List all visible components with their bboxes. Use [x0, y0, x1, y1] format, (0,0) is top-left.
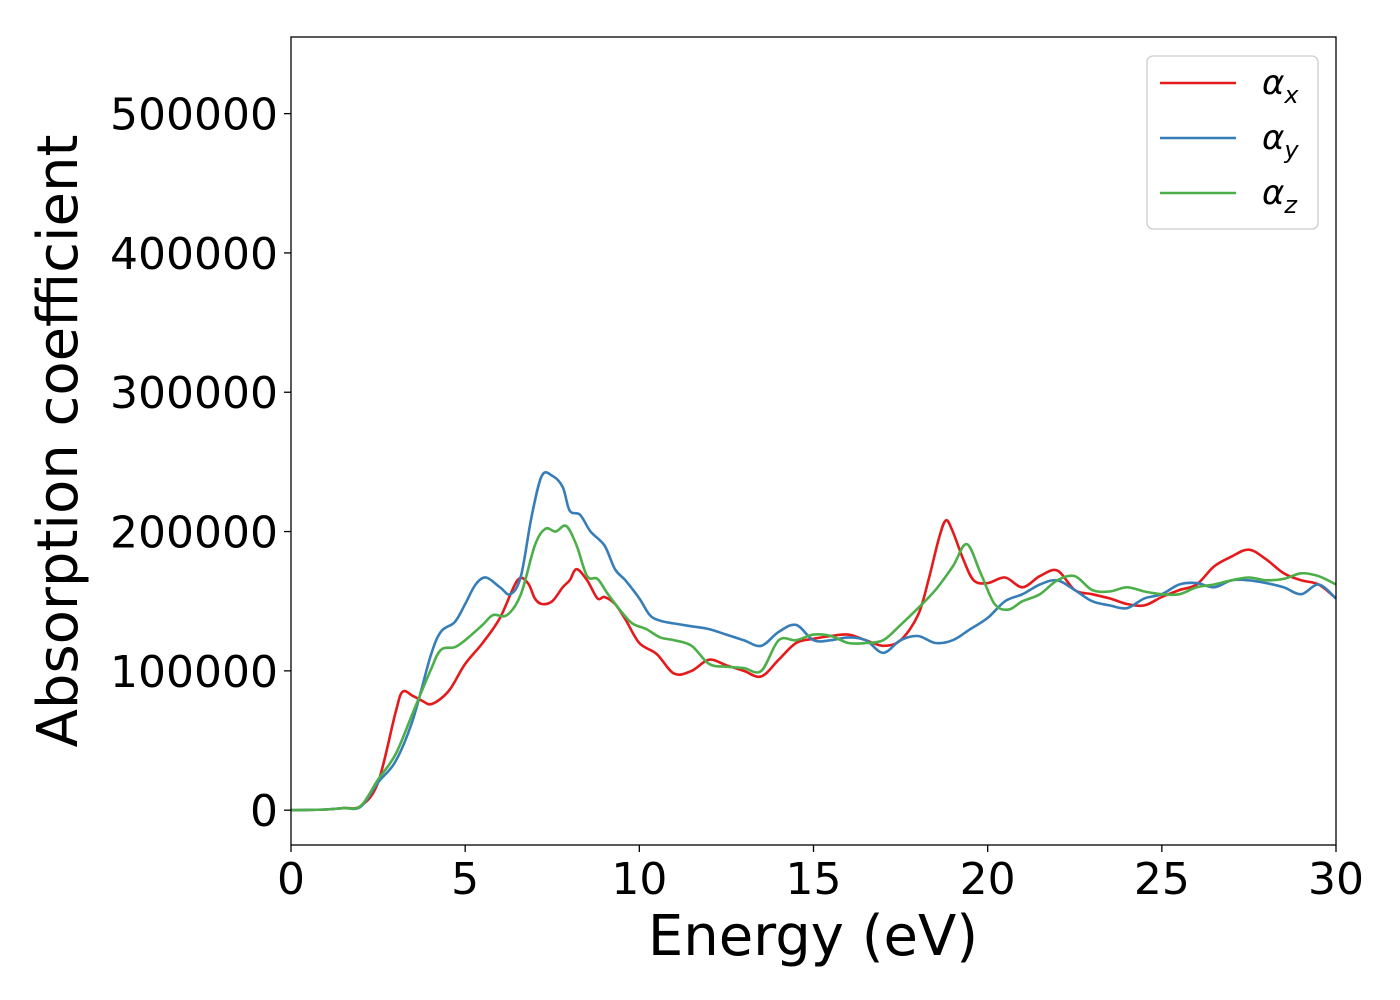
x-tick-label: 20	[960, 854, 1016, 905]
legend-box	[1146, 55, 1319, 230]
y-axis-ticks: 0 100000 200000 300000 400000 500000	[110, 90, 291, 837]
y-tick-label: 400000	[110, 229, 278, 280]
y-tick-label: 100000	[110, 647, 278, 698]
y-tick-label: 200000	[110, 508, 278, 559]
x-tick-label: 25	[1134, 854, 1190, 905]
series-layer	[290, 471, 1337, 812]
series-line-x	[290, 518, 1337, 812]
y-tick-label: 0	[250, 786, 278, 837]
x-tick-label: 10	[611, 854, 667, 905]
x-axis-ticks: 0 5 10 15 20 25 30	[277, 845, 1364, 905]
y-tick-label: 500000	[110, 90, 278, 141]
series-line-z	[290, 524, 1337, 812]
y-axis-label: Absorption coefficient	[26, 135, 91, 748]
x-tick-label: 5	[451, 854, 479, 905]
x-tick-label: 15	[786, 854, 842, 905]
y-tick-label: 300000	[110, 368, 278, 419]
x-tick-label: 30	[1308, 854, 1364, 905]
series-line-y	[290, 471, 1337, 812]
x-axis-label: Energy (eV)	[648, 904, 978, 969]
x-tick-label: 0	[277, 854, 305, 905]
